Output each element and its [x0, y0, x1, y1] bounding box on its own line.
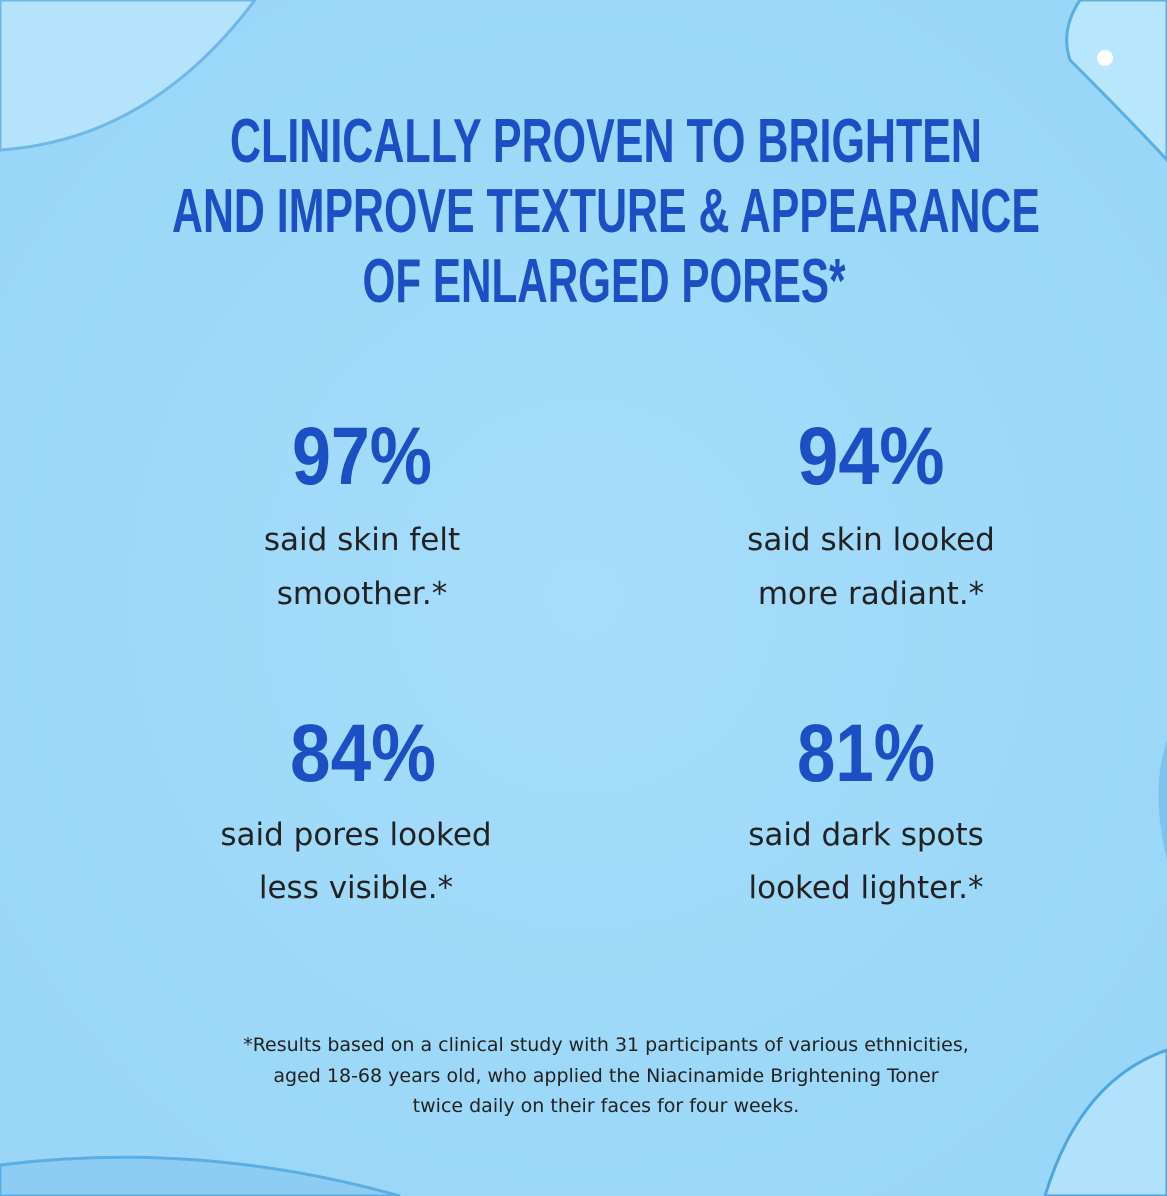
stat-text: said skin felt — [264, 522, 460, 558]
bubble — [1158, 740, 1167, 860]
stat-value: 81% — [797, 708, 935, 799]
bubble — [0, 1155, 401, 1196]
stat-value: 84% — [290, 708, 436, 799]
footnote-line: twice daily on their faces for four week… — [413, 1095, 800, 1117]
footnote-line: aged 18-68 years old, who applied the Ni… — [273, 1065, 938, 1087]
title-line: CLINICALLY PROVEN TO BRIGHTEN — [230, 107, 982, 176]
stat-text: looked lighter.* — [748, 870, 983, 906]
stat-value: 94% — [798, 411, 945, 502]
stat-text: smoother.* — [277, 576, 447, 612]
footnote-line: *Results based on a clinical study with … — [243, 1034, 969, 1056]
bubble — [0, 0, 257, 152]
stat-text: said pores looked — [220, 817, 491, 853]
stat-text: said skin looked — [747, 522, 995, 558]
stat-text: said dark spots — [748, 817, 984, 853]
stat-text: more radiant.* — [758, 576, 984, 612]
title-line: OF ENLARGED PORES* — [363, 247, 847, 316]
title-line: AND IMPROVE TEXTURE & APPEARANCE — [172, 177, 1040, 246]
sparkle — [1097, 50, 1113, 66]
stat-value: 97% — [292, 411, 432, 502]
bubble — [1043, 1048, 1167, 1196]
stat-text: less visible.* — [259, 870, 453, 906]
